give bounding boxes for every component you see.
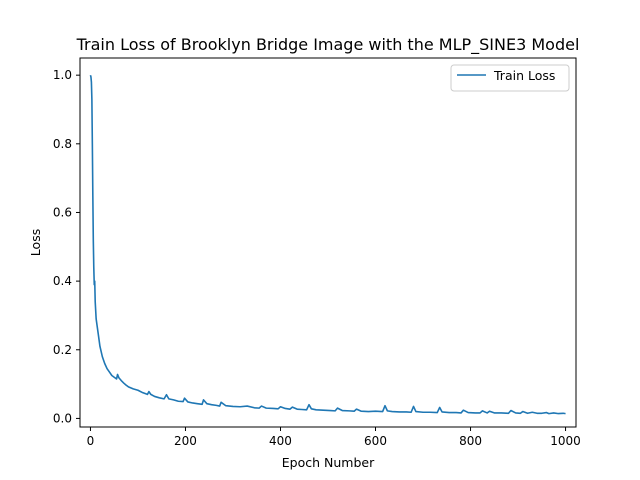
chart-title: Train Loss of Brooklyn Bridge Image with… xyxy=(76,35,580,55)
x-tick-label: 0 xyxy=(87,434,95,448)
legend: Train Loss xyxy=(450,64,570,92)
series-line-0 xyxy=(89,74,566,415)
y-tick-label: 0.8 xyxy=(53,137,72,151)
y-tick-label: 1.0 xyxy=(53,68,72,82)
y-tick-label: 0.4 xyxy=(53,274,72,288)
x-tick-label: 1000 xyxy=(550,434,581,448)
x-axis: 0 200 400 600 800 1000 xyxy=(87,427,581,448)
y-axis: 0.0 0.2 0.4 0.6 0.8 1.0 xyxy=(53,68,80,425)
plot-background xyxy=(80,58,576,427)
legend-box xyxy=(450,64,570,92)
y-tick-label: 0.0 xyxy=(53,411,72,425)
plot-area xyxy=(79,57,577,428)
y-tick-label: 0.2 xyxy=(53,343,72,357)
plot-frame xyxy=(79,57,577,428)
y-axis-label: Loss xyxy=(28,229,43,256)
x-tick-label: 800 xyxy=(459,434,482,448)
x-axis-label: Epoch Number xyxy=(282,455,375,470)
x-tick-label: 400 xyxy=(269,434,292,448)
x-tick-label: 600 xyxy=(364,434,387,448)
legend-label-train-loss: Train Loss xyxy=(493,68,555,83)
x-tick-label: 200 xyxy=(174,434,197,448)
y-tick-label: 0.6 xyxy=(53,205,72,219)
